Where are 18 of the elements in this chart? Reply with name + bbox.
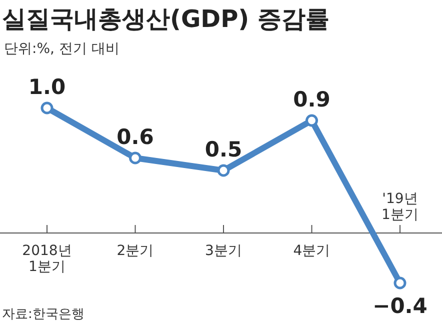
data-label: 1.0 <box>28 75 66 99</box>
x-tick-label: 3분기 <box>205 243 242 259</box>
x-tick-label: '19년 1분기 <box>382 191 418 224</box>
data-label: −0.4 <box>372 294 428 318</box>
point <box>40 102 54 114</box>
point <box>129 152 142 164</box>
data-label: 0.9 <box>293 88 330 112</box>
point <box>394 276 406 290</box>
chart-title: 실질국내총생산(GDP) 증감률 <box>2 5 330 33</box>
chart-subtitle: 단위:%, 전기 대비 <box>4 41 120 57</box>
x-tick-label: 2018년 1분기 <box>22 243 72 276</box>
x-tick-label: 2분기 <box>116 243 154 259</box>
data-label: 0.6 <box>116 125 154 149</box>
text: 자료:한국은행 <box>2 307 84 322</box>
point <box>306 114 318 127</box>
point <box>217 164 230 177</box>
data-label: 0.5 <box>204 138 242 162</box>
x-tick-label: 4분기 <box>293 243 330 259</box>
